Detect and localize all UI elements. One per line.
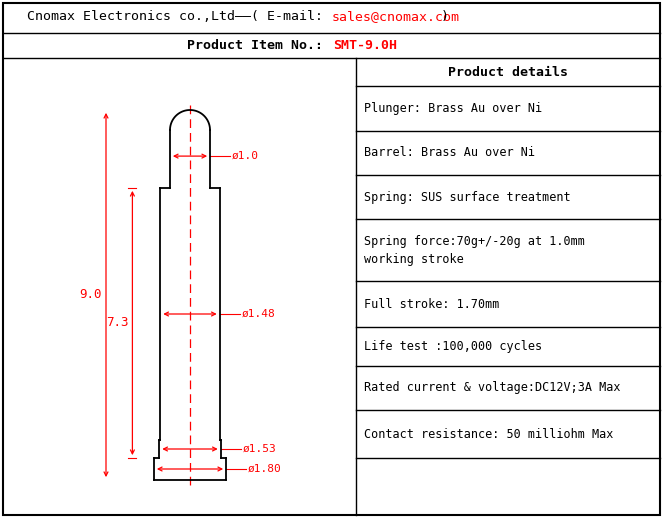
- Text: SMT-9.0H: SMT-9.0H: [333, 39, 397, 52]
- Text: Plunger: Brass Au over Ni: Plunger: Brass Au over Ni: [364, 102, 542, 115]
- Text: Spring: SUS surface treatment: Spring: SUS surface treatment: [364, 191, 571, 204]
- Text: sales@cnomax.com: sales@cnomax.com: [332, 10, 460, 23]
- Text: ø1.48: ø1.48: [241, 309, 275, 319]
- Text: 9.0: 9.0: [80, 289, 102, 301]
- Text: 7.3: 7.3: [106, 316, 129, 329]
- Text: Cnomax Electronics co.,Ltd——( E-mail:: Cnomax Electronics co.,Ltd——( E-mail:: [27, 10, 331, 23]
- Text: Life test :100,000 cycles: Life test :100,000 cycles: [364, 340, 542, 353]
- Text: Barrel: Brass Au over Ni: Barrel: Brass Au over Ni: [364, 147, 535, 160]
- Text: ø1.0: ø1.0: [232, 151, 259, 161]
- Text: Rated current & voltage:DC12V;3A Max: Rated current & voltage:DC12V;3A Max: [364, 381, 621, 395]
- Text: Spring force:70g+/-20g at 1.0mm: Spring force:70g+/-20g at 1.0mm: [364, 235, 585, 248]
- Text: working stroke: working stroke: [364, 252, 463, 266]
- Text: Product Item No.:: Product Item No.:: [187, 39, 331, 52]
- Text: Contact resistance: 50 milliohm Max: Contact resistance: 50 milliohm Max: [364, 427, 613, 440]
- Text: Product details: Product details: [448, 65, 568, 79]
- Text: ø1.80: ø1.80: [248, 464, 282, 474]
- Text: Full stroke: 1.70mm: Full stroke: 1.70mm: [364, 297, 499, 310]
- Text: ): ): [441, 10, 449, 23]
- Text: ø1.53: ø1.53: [243, 444, 276, 454]
